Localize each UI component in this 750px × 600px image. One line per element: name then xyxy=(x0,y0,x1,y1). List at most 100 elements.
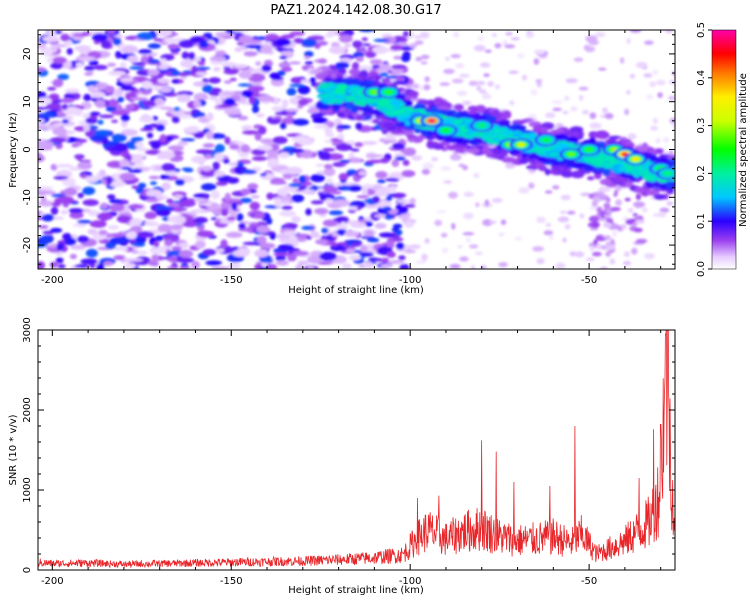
heatmap-noise-cell xyxy=(111,133,127,143)
heatmap-noise-cell xyxy=(585,35,598,43)
heatmap-noise-cell xyxy=(317,187,325,192)
heatmap-noise-cell xyxy=(560,194,571,201)
heatmap-noise-cell xyxy=(145,149,162,155)
heatmap-noise-cell xyxy=(164,38,180,44)
heatmap-noise-cell xyxy=(327,121,335,128)
heatmap-noise-cell xyxy=(38,67,47,72)
heatmap-noise-cell xyxy=(655,79,666,86)
heatmap-ridge-cell xyxy=(360,69,368,76)
heatmap-noise-cell xyxy=(441,247,449,254)
heatmap-noise-cell xyxy=(443,68,455,75)
heatmap-noise-cell xyxy=(356,56,364,62)
heatmap-noise-cell xyxy=(462,100,472,106)
heatmap-tail-cell xyxy=(614,189,619,195)
heatmap-noise-cell xyxy=(128,204,144,210)
heatmap-noise-cell xyxy=(303,56,311,60)
heatmap-noise-cell xyxy=(60,209,69,215)
heatmap-noise-cell xyxy=(193,132,205,139)
heatmap-noise-cell xyxy=(237,115,249,121)
spectrogram-ytick-label: 10 xyxy=(22,95,33,108)
spectrogram-xtick-label: -150 xyxy=(220,275,243,286)
heatmap-noise-cell xyxy=(351,62,360,71)
heatmap-noise-cell xyxy=(113,142,128,152)
heatmap-ridge-cell xyxy=(348,68,361,76)
heatmap-noise-cell xyxy=(220,239,228,249)
heatmap-noise-cell xyxy=(172,79,179,84)
heatmap-noise-cell xyxy=(251,149,266,156)
heatmap-noise-cell xyxy=(650,125,658,131)
heatmap-noise-cell xyxy=(272,97,280,105)
heatmap-noise-cell xyxy=(492,33,497,37)
heatmap-ridge-cell xyxy=(379,97,391,104)
heatmap-peak xyxy=(384,90,393,95)
heatmap-noise-cell xyxy=(395,242,405,250)
heatmap-noise-cell xyxy=(193,99,201,108)
heatmap-noise-cell xyxy=(402,159,410,166)
heatmap-noise-cell xyxy=(361,187,368,196)
heatmap-noise-cell xyxy=(458,163,465,168)
heatmap-noise-cell xyxy=(253,213,265,219)
spectrogram-ytick-label: -20 xyxy=(22,237,33,253)
heatmap-noise-cell xyxy=(287,254,297,262)
heatmap-noise-cell xyxy=(208,77,221,84)
heatmap-ridge-cell xyxy=(340,78,352,84)
heatmap-noise-cell xyxy=(46,102,62,110)
heatmap-noise-cell xyxy=(141,80,153,90)
heatmap-noise-cell xyxy=(77,161,92,170)
heatmap-noise-cell xyxy=(455,63,465,69)
heatmap-noise-cell xyxy=(215,248,225,253)
heatmap-noise-cell xyxy=(391,64,407,70)
heatmap-noise-cell xyxy=(494,43,502,49)
heatmap-noise-cell xyxy=(63,94,75,99)
heatmap-noise-cell xyxy=(193,112,206,117)
heatmap-noise-cell xyxy=(436,210,447,214)
heatmap-noise-cell xyxy=(415,56,423,62)
heatmap-noise-cell xyxy=(139,116,154,123)
heatmap-noise-cell xyxy=(103,261,114,266)
heatmap-ridge-cell xyxy=(518,159,529,165)
heatmap-noise-cell xyxy=(253,81,263,86)
heatmap-noise-cell xyxy=(521,74,528,81)
heatmap-peak xyxy=(631,157,640,162)
heatmap-noise-cell xyxy=(360,244,368,253)
heatmap-noise-cell xyxy=(179,266,191,269)
heatmap-noise-cell xyxy=(409,198,416,205)
heatmap-noise-cell xyxy=(120,247,129,251)
heatmap-noise-cell xyxy=(400,54,411,62)
heatmap-noise-cell xyxy=(514,236,523,241)
heatmap-noise-cell xyxy=(318,151,331,161)
heatmap-ridge-cell xyxy=(433,97,444,104)
heatmap-noise-cell xyxy=(213,152,224,161)
heatmap-tail-cell xyxy=(603,202,611,210)
heatmap-noise-cell xyxy=(584,46,596,53)
heatmap-noise-cell xyxy=(322,148,336,152)
heatmap-noise-cell xyxy=(100,202,108,210)
heatmap-noise-cell xyxy=(56,242,64,252)
heatmap-noise-cell xyxy=(330,242,339,247)
heatmap-noise-cell xyxy=(132,241,146,247)
heatmap-noise-cell xyxy=(233,64,248,69)
heatmap-noise-cell xyxy=(99,169,106,177)
heatmap-noise-cell xyxy=(117,96,125,103)
heatmap-noise-cell xyxy=(336,229,347,236)
heatmap-noise-cell xyxy=(449,263,461,269)
heatmap-noise-cell xyxy=(342,186,351,191)
heatmap-noise-cell xyxy=(130,136,144,142)
heatmap-noise-cell xyxy=(579,213,585,219)
heatmap-noise-cell xyxy=(491,197,503,203)
heatmap-noise-cell xyxy=(374,223,387,229)
heatmap-noise-cell xyxy=(528,182,535,189)
heatmap-noise-cell xyxy=(193,92,209,102)
heatmap-ridge-cell xyxy=(351,87,361,94)
heatmap-noise-cell xyxy=(289,148,305,153)
heatmap-noise-cell xyxy=(379,63,392,72)
heatmap-noise-cell xyxy=(260,138,276,144)
heatmap-noise-cell xyxy=(136,250,148,256)
heatmap-tail-cell xyxy=(632,213,638,217)
heatmap-noise-cell xyxy=(305,236,312,240)
heatmap-noise-cell xyxy=(392,223,403,229)
heatmap-noise-cell xyxy=(254,249,269,258)
heatmap-noise-cell xyxy=(544,190,553,194)
heatmap-noise-cell xyxy=(314,208,329,215)
heatmap-noise-cell xyxy=(258,125,267,135)
